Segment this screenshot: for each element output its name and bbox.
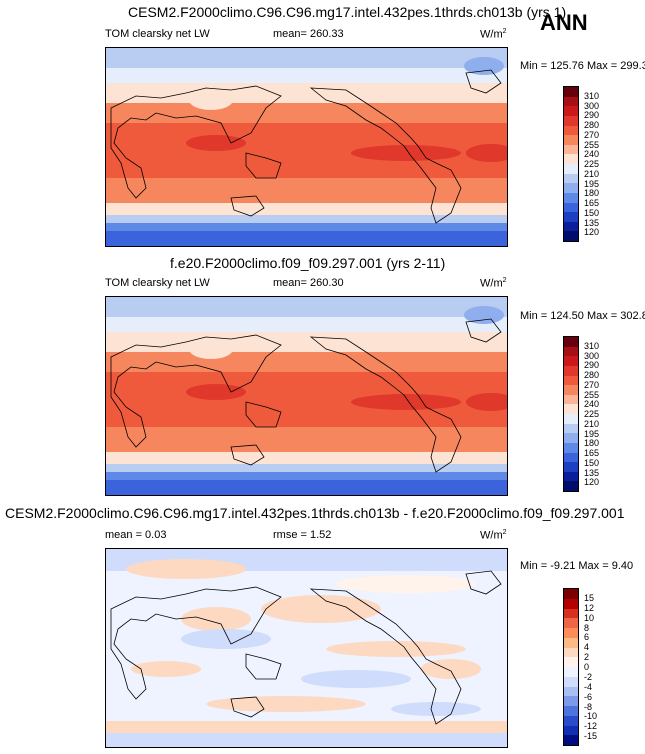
- panel3-rmse: rmse = 1.52: [273, 529, 332, 541]
- panel2-variable: TOM clearsky net LW: [105, 277, 210, 289]
- panel2-units: W/m2: [480, 277, 507, 290]
- panel1-title: CESM2.F2000climo.C96.C96.mg17.intel.432p…: [128, 4, 567, 20]
- panel1-colorbar: [563, 86, 579, 242]
- panel3-title: CESM2.F2000climo.C96.C96.mg17.intel.432p…: [5, 505, 625, 521]
- panel3-colorbar: [563, 588, 579, 746]
- panel3-units: W/m2: [480, 529, 507, 542]
- panel1-map: [105, 47, 508, 247]
- panel1-minmax: Min = 125.76 Max = 299.35: [520, 60, 645, 72]
- panel1-units: W/m2: [480, 28, 507, 41]
- panel2-minmax: Min = 124.50 Max = 302.88: [520, 310, 645, 322]
- panel1-mean: mean= 260.33: [273, 28, 344, 40]
- panel2-title: f.e20.F2000climo.f09_f09.297.001 (yrs 2-…: [170, 255, 446, 271]
- panel2-colorbar: [563, 336, 579, 492]
- panel3-mean: mean = 0.03: [105, 529, 167, 541]
- panel2-map: [105, 296, 508, 496]
- panel1-variable: TOM clearsky net LW: [105, 28, 210, 40]
- panel3-minmax: Min = -9.21 Max = 9.40: [520, 560, 634, 572]
- season-label: ANN: [540, 10, 588, 35]
- panel3-map: [105, 548, 508, 748]
- panel2-mean: mean= 260.30: [273, 277, 344, 289]
